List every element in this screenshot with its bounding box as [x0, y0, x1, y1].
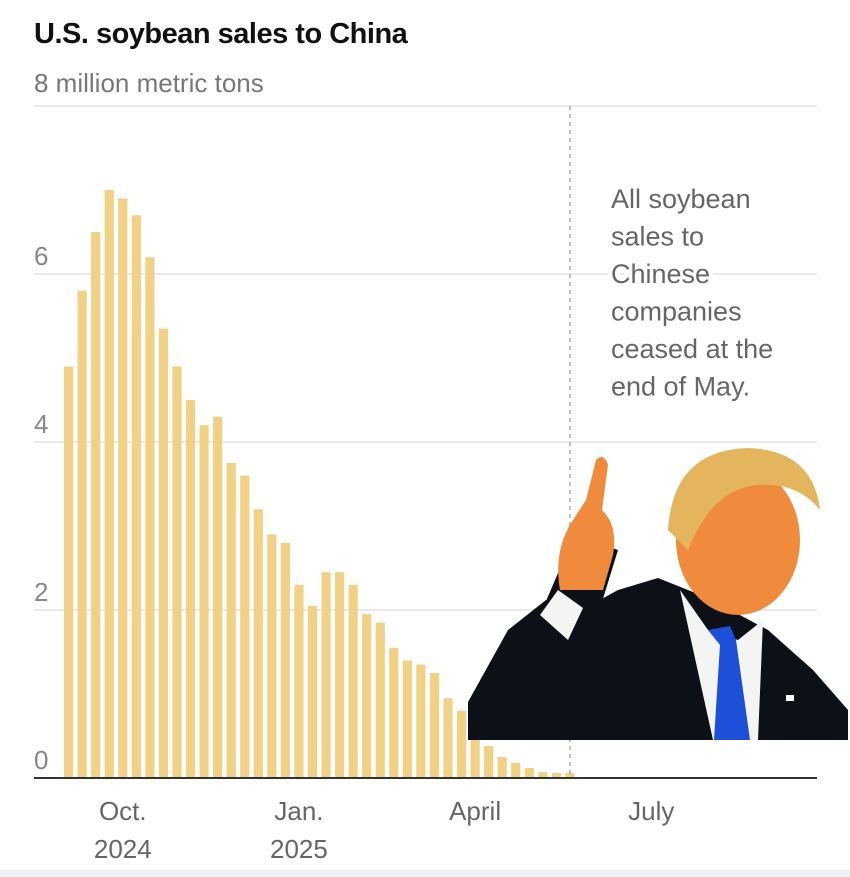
annotation-line-4: companies: [611, 297, 742, 327]
bar-week-5: [118, 198, 128, 778]
bar-week-23: [362, 614, 372, 778]
bar-week-13: [226, 463, 236, 778]
bar-week-36: [538, 772, 548, 778]
x-tick-label-4: July: [628, 796, 674, 826]
bar-week-18: [294, 584, 304, 778]
hand-shape: [558, 456, 615, 590]
bar-week-34: [511, 762, 521, 778]
tie-shape: [708, 626, 750, 740]
bar-week-25: [389, 647, 399, 778]
bar-week-14: [240, 475, 250, 778]
bar-week-1: [64, 366, 74, 778]
bar-week-12: [213, 416, 223, 778]
y-tick-label-4: 4: [34, 409, 48, 439]
axes: Oct. 2024 Jan. 2025 April July: [34, 777, 817, 864]
bar-week-3: [91, 232, 101, 778]
bar-week-16: [267, 534, 277, 778]
flag-pin: [786, 695, 794, 701]
bar-week-9: [172, 366, 182, 778]
x-tick-label-2: Jan.: [274, 796, 323, 826]
x-tick-label-3: April: [449, 796, 501, 826]
annotation: All soybean sales to Chinese companies cease…: [607, 180, 777, 406]
annotation-line-6: end of May.: [611, 372, 750, 402]
bar-week-38: [565, 772, 575, 778]
y-tick-label-0: 0: [34, 745, 48, 775]
bars: [64, 190, 575, 778]
bar-week-20: [321, 572, 331, 778]
hair-shape: [668, 448, 820, 550]
bar-week-27: [416, 664, 426, 778]
bar-week-8: [158, 328, 169, 778]
person-pointing-photo: [468, 448, 848, 740]
bar-week-6: [131, 215, 141, 778]
suit-shape: [468, 578, 848, 740]
bar-week-35: [524, 767, 534, 778]
bar-week-31: [470, 727, 480, 778]
bar-week-32: [484, 746, 494, 778]
bar-week-2: [77, 290, 87, 778]
y-tick-label-6: 6: [34, 241, 48, 271]
bar-week-21: [335, 572, 345, 778]
bar-week-15: [253, 509, 263, 778]
bar-week-10: [185, 400, 196, 778]
annotation-line-1: All soybean: [611, 184, 751, 214]
bar-week-24: [375, 622, 385, 778]
x-tick-year-2: 2025: [270, 834, 328, 864]
bar-week-19: [307, 605, 318, 778]
bar-week-30: [456, 710, 467, 778]
page-bottom-strip: [0, 870, 850, 877]
annotation-line-5: ceased at the: [611, 334, 773, 364]
chart-subtitle: 8 million metric tons: [34, 68, 264, 98]
bar-week-28: [429, 673, 440, 778]
bar-week-11: [199, 425, 209, 778]
chart-title: U.S. soybean sales to China: [34, 18, 408, 50]
bar-week-7: [145, 257, 155, 778]
bar-week-17: [280, 542, 290, 778]
annotation-line-3: Chinese: [611, 259, 710, 289]
bar-week-33: [497, 757, 507, 778]
bar-week-22: [348, 584, 358, 778]
x-tick-year-1: 2024: [94, 834, 152, 864]
bar-week-4: [104, 190, 114, 778]
shirt-cuff: [540, 590, 583, 640]
y-tick-label-2: 2: [34, 577, 48, 607]
x-tick-label-1: Oct.: [99, 796, 147, 826]
bar-week-37: [551, 772, 561, 778]
bar-week-29: [443, 698, 453, 778]
annotation-line-2: sales to: [611, 222, 704, 252]
bar-week-26: [402, 660, 412, 778]
